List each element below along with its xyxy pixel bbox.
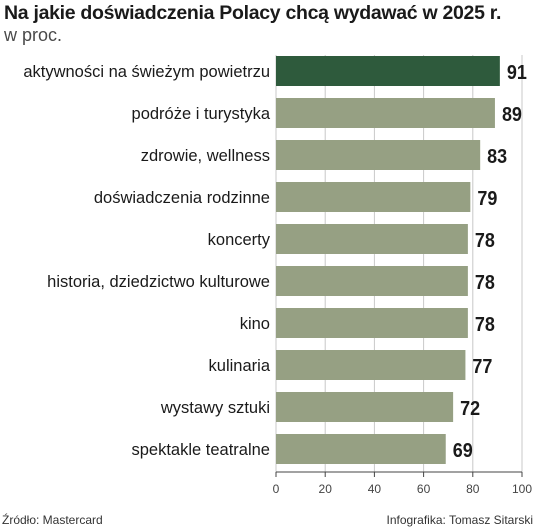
x-tick-label: 60: [417, 482, 431, 496]
infographic-credit: Infografika: Tomasz Sitarski: [386, 513, 533, 527]
x-tick-label: 40: [368, 482, 382, 496]
category-label: wystawy sztuki: [160, 399, 270, 417]
x-tick-label: 20: [319, 482, 333, 496]
bar: [276, 308, 468, 338]
value-label: 89: [502, 104, 522, 126]
value-label: 78: [475, 272, 495, 294]
value-label: 77: [472, 356, 492, 378]
category-label: kino: [240, 315, 270, 333]
category-label: aktywności na świeżym powietrzu: [23, 63, 270, 81]
bar: [276, 434, 446, 464]
bar: [276, 266, 468, 296]
bar: [276, 182, 471, 212]
bar: [276, 56, 500, 86]
bar: [276, 140, 481, 170]
chart-subtitle: w proc.: [4, 25, 63, 45]
source-note: Źródło: Mastercard: [2, 513, 103, 527]
value-label: 91: [507, 62, 527, 84]
category-label: podróże i turystyka: [132, 105, 271, 123]
bar: [276, 224, 468, 254]
value-label: 78: [475, 314, 495, 336]
x-tick-label: 80: [466, 482, 480, 496]
bar: [276, 350, 466, 380]
bar-chart: aktywności na świeżym powietrzu 91 podróże…: [23, 55, 532, 496]
bar: [276, 98, 495, 128]
x-tick-label: 0: [273, 482, 280, 496]
category-label: historia, dziedzictwo kulturowe: [47, 273, 270, 291]
chart-title: Na jakie doświadczenia Polacy chcą wydaw…: [4, 2, 502, 24]
category-label: doświadczenia rodzinne: [94, 189, 270, 207]
value-label: 78: [475, 230, 495, 252]
category-label: koncerty: [208, 231, 271, 249]
category-label: kulinaria: [209, 357, 271, 375]
bar: [276, 392, 454, 422]
value-label: 72: [460, 398, 480, 420]
category-label: zdrowie, wellness: [141, 147, 270, 165]
value-label: 69: [453, 440, 473, 462]
x-tick-label: 100: [512, 482, 532, 496]
value-label: 79: [477, 188, 497, 210]
category-label: spektakle teatralne: [131, 441, 270, 459]
value-label: 83: [487, 146, 507, 168]
